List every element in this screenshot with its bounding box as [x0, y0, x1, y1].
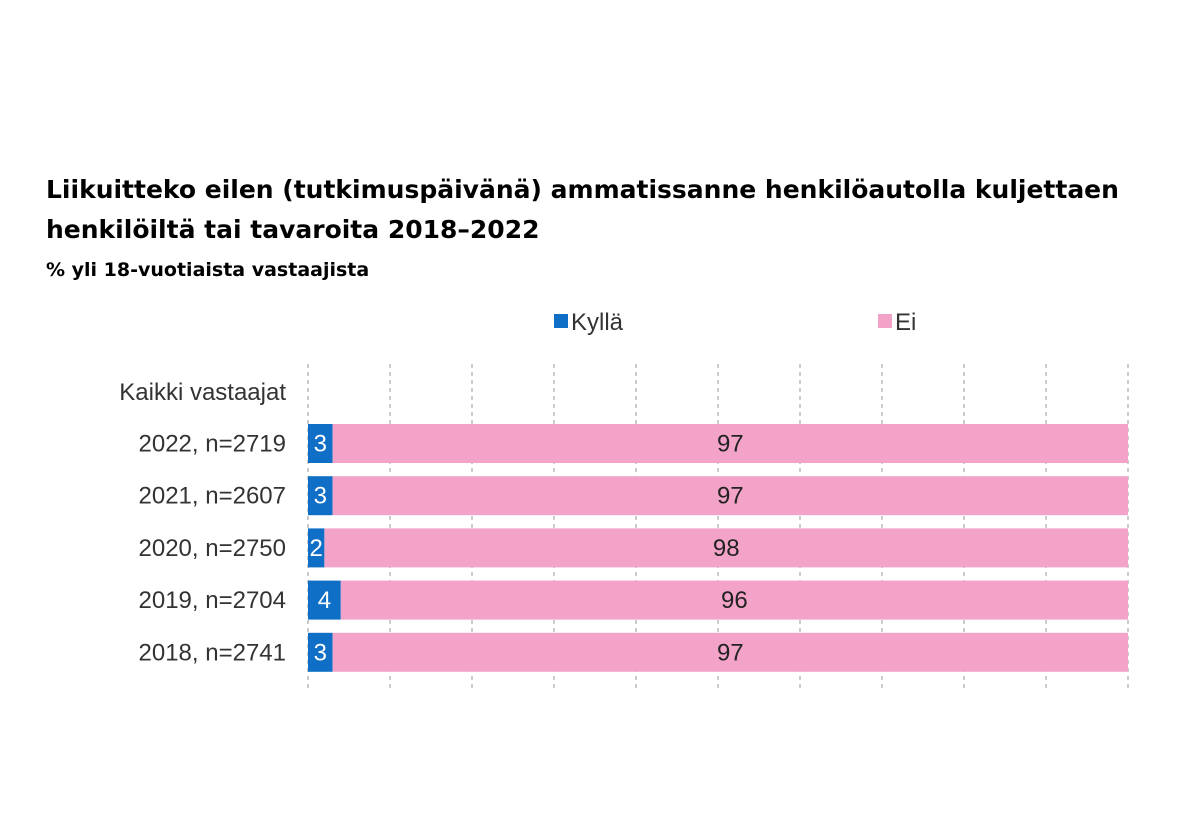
bar-segment: [332, 476, 1129, 516]
data-label: 4: [318, 587, 331, 614]
legend-label: Kyllä: [571, 309, 624, 336]
category-label: 2020, n=2750: [139, 535, 286, 562]
category-labels: 2022, n=2719 2021, n=2607 2020, n=2750 2019…: [139, 431, 286, 667]
data-label: 97: [717, 483, 744, 510]
bars: 3 97 3 97 2 98 4 96 3 97: [308, 424, 1129, 672]
data-label: 2: [310, 535, 323, 562]
category-label: 2022, n=2719: [139, 431, 286, 458]
chart-title: Liikuitteko eilen (tutkimuspäivänä) amma…: [46, 175, 1119, 244]
bar-segment: [308, 528, 325, 568]
chart-subtitle: % yli 18-vuotiaista vastaajista: [46, 259, 370, 281]
category-label: 2019, n=2704: [139, 587, 286, 614]
group-label: Kaikki vastaajat: [119, 379, 286, 406]
data-label: 96: [721, 587, 748, 614]
gridlines: [307, 364, 1129, 690]
bar-segment: [332, 632, 1129, 672]
data-label: 98: [713, 535, 740, 562]
data-label: 97: [717, 639, 744, 666]
bar-segment: [324, 528, 1128, 568]
bar-segment: [332, 424, 1129, 463]
legend-label: Ei: [895, 309, 916, 336]
data-label: 3: [314, 639, 327, 666]
category-label: 2018, n=2741: [139, 639, 286, 666]
bar-segment: [308, 476, 333, 516]
data-label: 3: [314, 431, 327, 458]
bar-segment: [308, 424, 333, 463]
data-label: 97: [717, 431, 744, 458]
legend: Kyllä Ei: [554, 309, 916, 336]
bar-segment: [340, 580, 1128, 620]
data-label: 3: [314, 483, 327, 510]
bar-segment: [308, 632, 333, 672]
legend-swatch: [878, 314, 892, 328]
bar-segment: [308, 580, 341, 620]
legend-swatch: [554, 314, 568, 328]
category-label: 2021, n=2607: [139, 483, 286, 510]
